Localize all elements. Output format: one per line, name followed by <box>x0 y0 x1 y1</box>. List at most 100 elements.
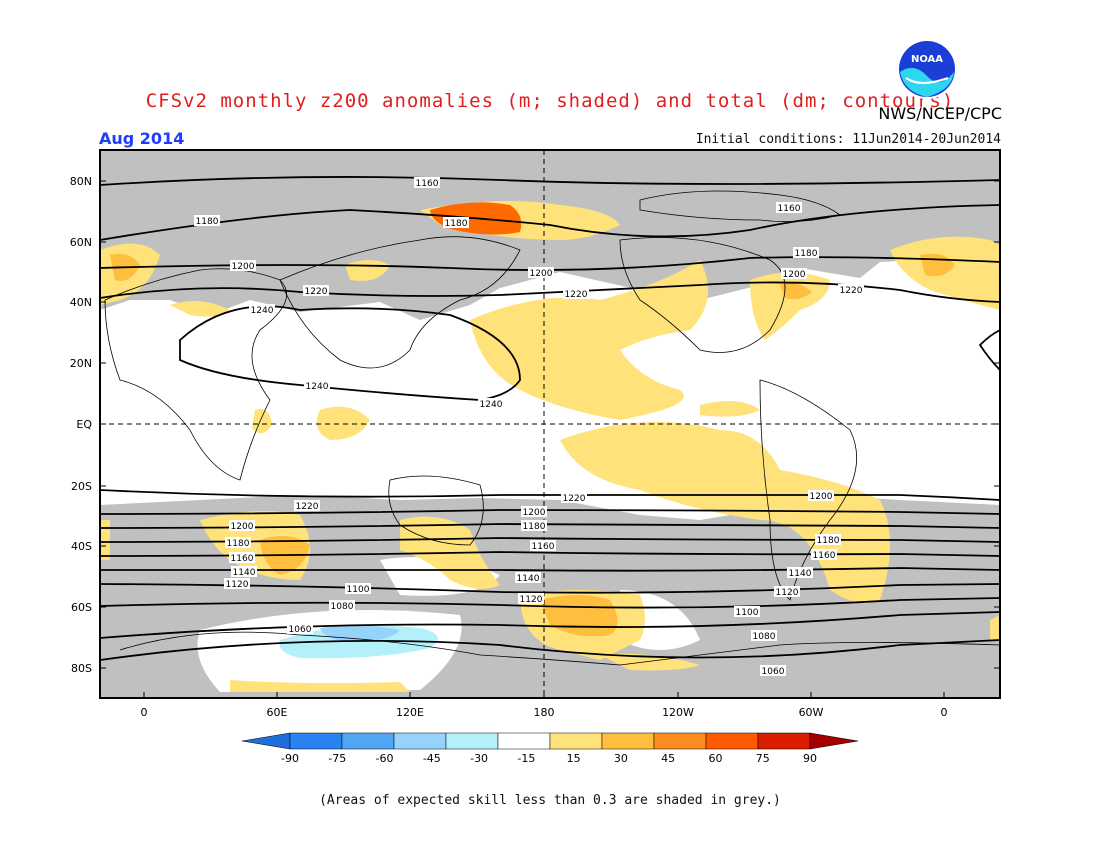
height-contours <box>100 176 1000 661</box>
contour-label-28: 1140 <box>231 566 257 578</box>
contour-label-24: 1180 <box>815 534 841 546</box>
lat-label: 60N <box>70 236 92 249</box>
svg-text:1180: 1180 <box>817 536 840 546</box>
svg-text:1200: 1200 <box>783 270 806 280</box>
svg-text:1100: 1100 <box>736 608 759 618</box>
svg-text:1080: 1080 <box>331 602 354 612</box>
svg-text:1160: 1160 <box>532 542 555 552</box>
svg-text:1120: 1120 <box>520 595 543 605</box>
contour-label-15: 1220 <box>294 500 320 512</box>
lat-label: 20S <box>71 480 92 493</box>
contour-label-5: 1180 <box>793 247 819 259</box>
contour-label-33: 1100 <box>734 606 760 618</box>
contour-label-27: 1120 <box>774 586 800 598</box>
contour-label-22: 1160 <box>229 552 255 564</box>
svg-text:1220: 1220 <box>565 290 588 300</box>
svg-text:1180: 1180 <box>445 219 468 229</box>
svg-text:1080: 1080 <box>753 632 776 642</box>
contour-label-12: 1240 <box>249 304 275 316</box>
contour-label-25: 1160 <box>811 549 837 561</box>
svg-text:1060: 1060 <box>289 625 312 635</box>
colorbar-cell <box>653 732 707 750</box>
colorbar-cell <box>289 732 343 750</box>
colorbar-label: 90 <box>803 752 817 765</box>
svg-text:1220: 1220 <box>840 286 863 296</box>
axis-ticks <box>100 180 1000 698</box>
svg-text:1120: 1120 <box>776 588 799 598</box>
svg-text:1140: 1140 <box>233 568 256 578</box>
contour-label-11: 1220 <box>838 284 864 296</box>
colorbar-arrow-left <box>241 732 291 750</box>
contour-label-9: 1220 <box>303 285 329 297</box>
svg-text:1120: 1120 <box>226 580 249 590</box>
contour-label-29: 1120 <box>224 578 250 590</box>
svg-text:1200: 1200 <box>530 269 553 279</box>
svg-text:1180: 1180 <box>227 539 250 549</box>
contour-label-37: 1060 <box>760 665 786 677</box>
svg-text:1160: 1160 <box>416 179 439 189</box>
colorbar-cells <box>289 732 811 750</box>
svg-text:1140: 1140 <box>517 574 540 584</box>
forecast-month: Aug 2014 <box>99 129 185 148</box>
svg-text:1160: 1160 <box>231 554 254 564</box>
lat-label: 80N <box>70 175 92 188</box>
contour-label-6: 1200 <box>230 260 256 272</box>
colorbar-cell <box>341 732 395 750</box>
contour-label-4: 1160 <box>776 202 802 214</box>
svg-text:1220: 1220 <box>563 494 586 504</box>
svg-text:1200: 1200 <box>523 508 546 518</box>
lon-label: 60W <box>799 706 824 719</box>
svg-text:1180: 1180 <box>795 249 818 259</box>
contour-label-2: 1180 <box>194 215 220 227</box>
contour-label-26: 1140 <box>787 567 813 579</box>
contour-label-19: 1160 <box>530 540 556 552</box>
colorbar-cell <box>757 732 811 750</box>
svg-text:1200: 1200 <box>231 522 254 532</box>
lon-label: 60E <box>267 706 288 719</box>
colorbar-label: 30 <box>614 752 628 765</box>
svg-text:1160: 1160 <box>813 551 836 561</box>
contour-labels: 1160 1180 1180 1160 1180 1200 1200 1200 … <box>194 177 864 677</box>
lat-label: 80S <box>71 662 92 675</box>
colorbar-label: -15 <box>517 752 535 765</box>
colorbar-cell <box>393 732 447 750</box>
lat-label: 20N <box>70 357 92 370</box>
contour-label-3: 1180 <box>443 217 469 229</box>
svg-text:1180: 1180 <box>196 217 219 227</box>
colorbar-label: 75 <box>756 752 770 765</box>
contour-label-21: 1180 <box>225 537 251 549</box>
contour-label-14: 1240 <box>478 398 504 410</box>
colorbar-cell <box>445 732 499 750</box>
colorbar-label: 60 <box>708 752 722 765</box>
colorbar-cell <box>601 732 655 750</box>
svg-text:1200: 1200 <box>810 492 833 502</box>
colorbar-cell <box>705 732 759 750</box>
lat-label: 40N <box>70 296 92 309</box>
svg-text:1220: 1220 <box>296 502 319 512</box>
colorbar-label: 15 <box>567 752 581 765</box>
contour-label-30: 1140 <box>515 572 541 584</box>
lon-label: 120W <box>662 706 694 719</box>
svg-text:1060: 1060 <box>762 667 785 677</box>
colorbar: -90 -75 -60 -45 -30 -15 15 30 45 60 75 90 <box>241 732 859 765</box>
coastlines <box>104 190 1000 666</box>
lon-label: 120E <box>396 706 424 719</box>
map-field: 1160 1180 1180 1160 1180 1200 1200 1200 … <box>100 150 1000 698</box>
colorbar-label: -30 <box>470 752 488 765</box>
initial-conditions: Initial conditions: 11Jun2014-20Jun2014 <box>695 132 1001 147</box>
contour-label-1: 1160 <box>414 177 440 189</box>
svg-text:1220: 1220 <box>305 287 328 297</box>
contour-label-10: 1220 <box>563 288 589 300</box>
colorbar-label: -60 <box>376 752 394 765</box>
latitude-labels: 80N 60N 40N 20N EQ 20S 40S 60S 80S <box>70 175 93 675</box>
agency-label: NWS/NCEP/CPC <box>878 104 1002 123</box>
contour-label-31: 1120 <box>518 593 544 605</box>
contour-label-18: 1180 <box>521 520 547 532</box>
colorbar-cell <box>497 732 551 750</box>
lon-label: 0 <box>941 706 948 719</box>
contour-label-13: 1240 <box>304 380 330 392</box>
contour-label-7: 1200 <box>528 267 554 279</box>
lat-label: EQ <box>76 418 92 431</box>
longitude-labels: 0 60E 120E 180 120W 60W 0 <box>141 706 948 719</box>
